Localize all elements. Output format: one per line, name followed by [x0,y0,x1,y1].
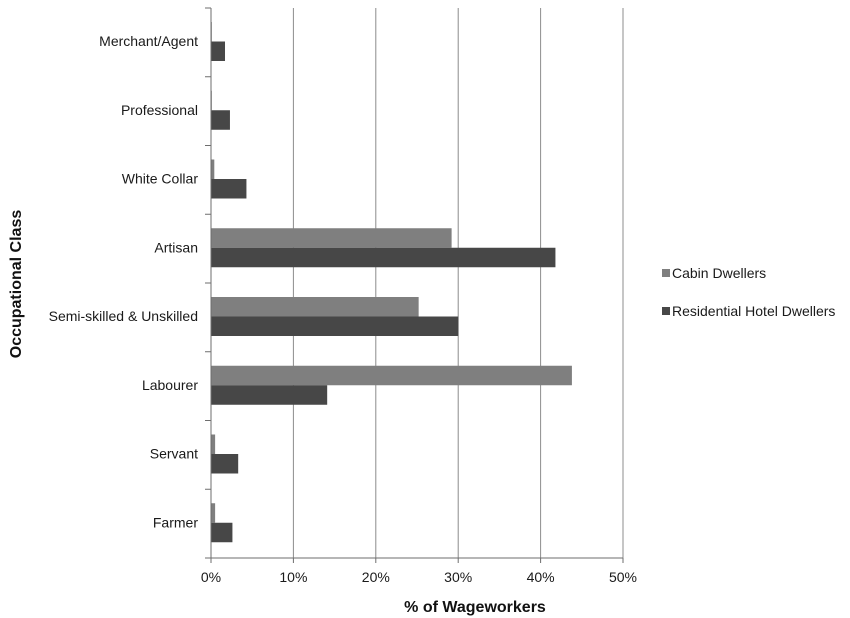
category-label-farmer: Farmer [153,514,198,530]
category-label-artisan: Artisan [154,239,198,255]
category-label-white-collar: White Collar [122,171,199,187]
category-label-labourer: Labourer [142,377,198,393]
bar-semi-skilled-unskilled-cabin-dwellers [211,297,419,317]
y-axis-title: Occupational Class [8,210,25,359]
x-tick-label-50: 50% [609,569,637,585]
category-label-semi-skilled-unskilled: Semi-skilled & Unskilled [49,308,198,324]
legend-label-cabin-dwellers: Cabin Dwellers [672,265,767,281]
x-tick-label-0: 0% [201,569,221,585]
bar-white-collar-residential-hotel-dwellers [211,179,247,199]
category-label-merchant-agent: Merchant/Agent [99,33,198,49]
bar-artisan-residential-hotel-dwellers [211,247,556,268]
bar-artisan-cabin-dwellers [211,228,452,248]
bar-farmer-residential-hotel-dwellers [211,522,233,543]
x-tick-label-40: 40% [527,569,555,585]
x-tick-label-10: 10% [279,569,307,585]
x-tick-label-20: 20% [362,569,390,585]
bar-servant-cabin-dwellers [211,434,216,454]
category-label-servant: Servant [150,446,198,462]
bar-servant-residential-hotel-dwellers [211,454,239,474]
bar-professional-residential-hotel-dwellers [211,110,230,130]
category-label-professional: Professional [121,102,198,118]
bar-labourer-residential-hotel-dwellers [211,385,328,405]
legend-swatch-cabin-dwellers [662,269,670,277]
bar-labourer-cabin-dwellers [211,365,572,386]
bar-white-collar-cabin-dwellers [211,159,215,179]
bar-farmer-cabin-dwellers [211,503,216,523]
legend-item-residential-hotel-dwellers: Residential Hotel Dwellers [662,300,848,322]
x-axis-title: % of Wageworkers [404,599,546,616]
x-tick-label-30: 30% [444,569,472,585]
x-tick-labels: 0% 10% 20% 30% 40% 50% [201,569,637,585]
legend-label-residential-hotel-dwellers: Residential Hotel Dwellers [672,303,836,319]
legend: Cabin Dwellers Residential Hotel Dweller… [662,262,848,338]
bar-merchant-agent-residential-hotel-dwellers [211,41,226,61]
legend-swatch-residential-hotel-dwellers [662,307,670,315]
category-labels: Merchant/Agent Professional White Collar Ar… [49,33,199,530]
bars [211,22,572,543]
gridlines [292,8,624,558]
axes [205,7,624,563]
bar-semi-skilled-unskilled-residential-hotel-dwellers [211,316,459,336]
legend-item-cabin-dwellers: Cabin Dwellers [662,262,848,284]
